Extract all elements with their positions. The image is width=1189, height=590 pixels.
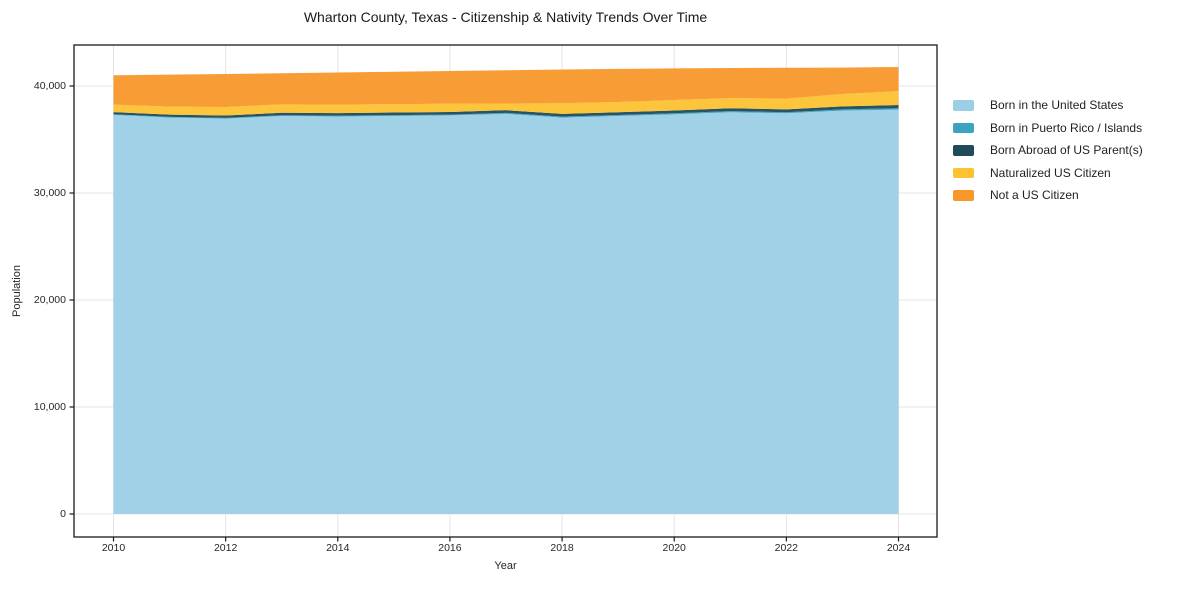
area-series-0 — [113, 109, 899, 514]
legend-row: Born in the United States — [953, 98, 1143, 113]
x-tick-label: 2014 — [326, 542, 350, 554]
x-tick-label: 2022 — [774, 542, 799, 554]
legend-swatch-icon — [953, 167, 974, 178]
y-tick-label: 30,000 — [33, 187, 66, 199]
chart-title: Wharton County, Texas - Citizenship & Na… — [303, 9, 708, 25]
legend-label: Naturalized US Citizen — [990, 165, 1111, 180]
area-series-1 — [113, 108, 899, 119]
y-tick-label: 40,000 — [33, 80, 66, 92]
legend-label: Born in the United States — [990, 98, 1124, 113]
legend-swatch-icon — [953, 100, 974, 111]
legend-swatch-icon — [953, 122, 974, 133]
legend-row: Naturalized US Citizen — [953, 165, 1143, 180]
y-axis-title: Population — [11, 265, 23, 317]
area-series-2 — [113, 105, 899, 118]
area-series-3 — [113, 91, 899, 116]
legend-swatch-icon — [953, 145, 974, 156]
plot-frame — [73, 44, 938, 538]
x-tick-label: 2010 — [101, 542, 126, 554]
x-tick-label: 2024 — [886, 542, 911, 554]
legend-label: Not a US Citizen — [990, 188, 1079, 203]
legend-row: Born in Puerto Rico / Islands — [953, 120, 1143, 135]
legend: Born in the United States Born in Puerto … — [953, 98, 1143, 203]
legend-swatch-icon — [953, 190, 974, 201]
legend-label: Born Abroad of US Parent(s) — [990, 143, 1143, 158]
y-tick-label: 0 — [60, 508, 66, 520]
legend-label: Born in Puerto Rico / Islands — [990, 120, 1143, 135]
legend-row: Born Abroad of US Parent(s) — [953, 143, 1143, 158]
x-tick-label: 2020 — [662, 542, 686, 554]
legend-row: Not a US Citizen — [953, 188, 1143, 203]
area-series-4 — [113, 66, 899, 107]
y-tick-label: 20,000 — [33, 294, 66, 306]
x-tick-label: 2018 — [550, 542, 574, 554]
x-axis-title: Year — [494, 560, 517, 572]
y-tick-label: 10,000 — [33, 401, 66, 413]
x-tick-label: 2016 — [438, 542, 462, 554]
x-tick-label: 2012 — [213, 542, 238, 554]
